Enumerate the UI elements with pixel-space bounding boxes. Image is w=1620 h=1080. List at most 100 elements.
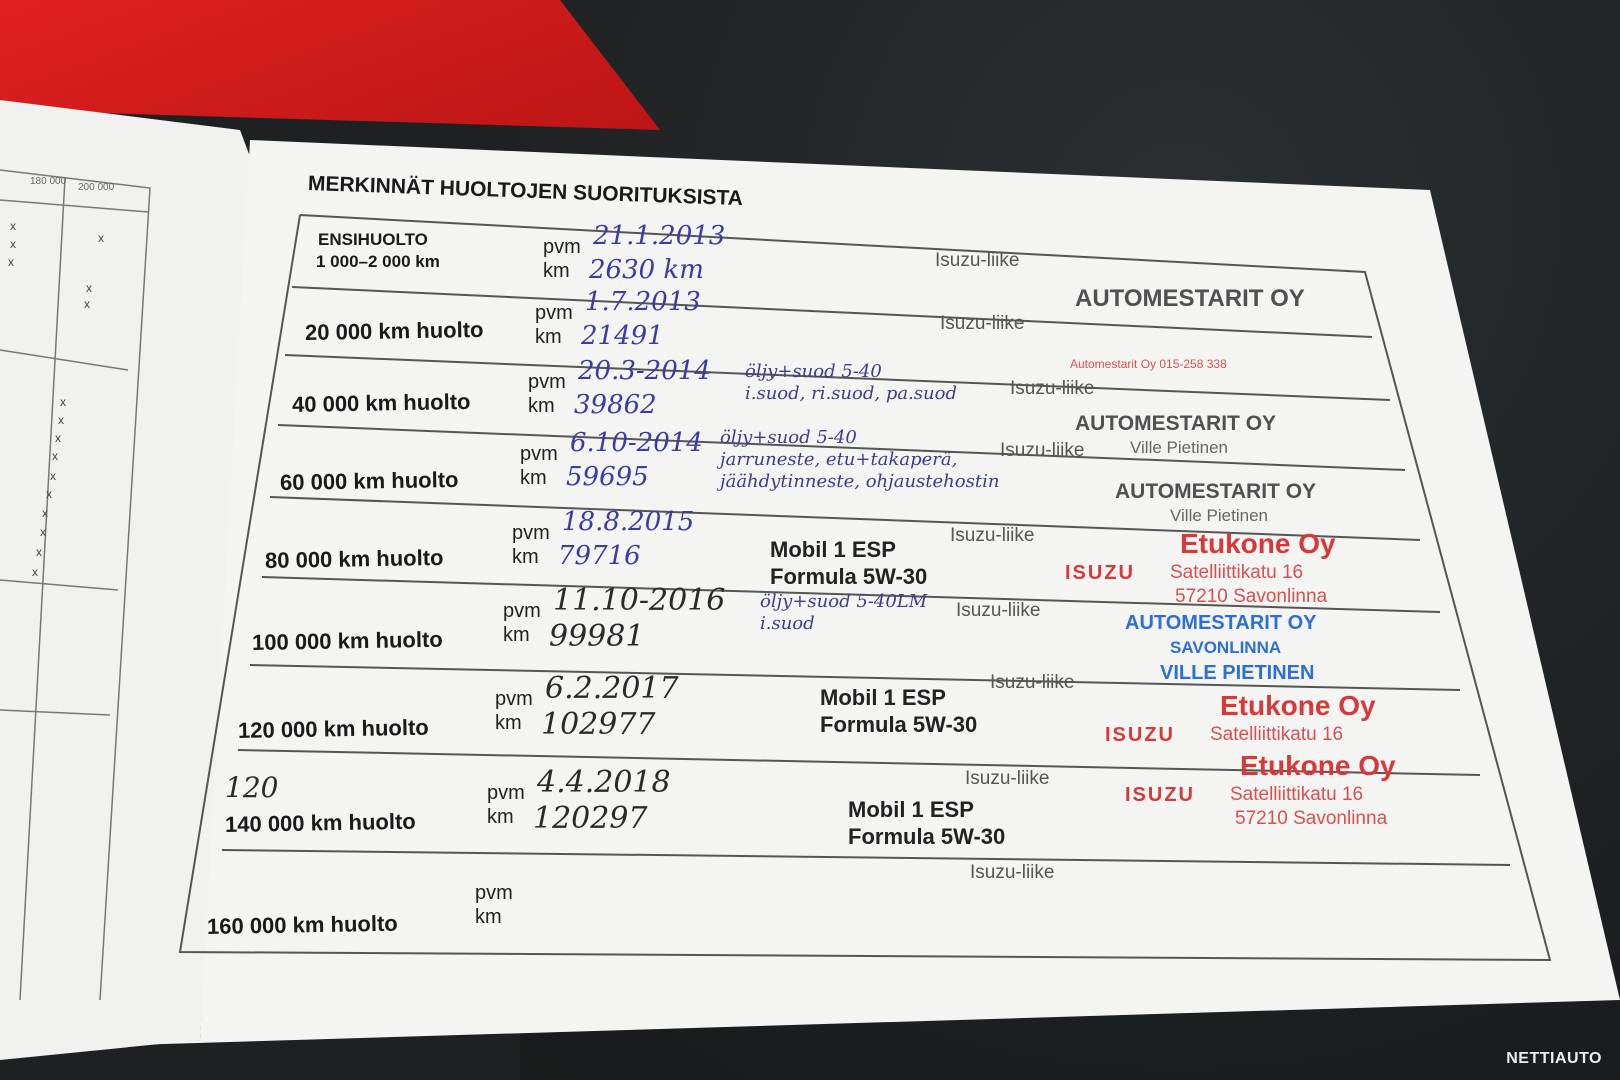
dealer-label: Isuzu-liike: [970, 862, 1055, 883]
dealer-stamp: AUTOMESTARIT OY: [1075, 285, 1305, 312]
row-label: 140 000 km huolto: [224, 808, 416, 837]
service-date: 1.7.2013: [585, 287, 701, 317]
dealer-stamp-address: Satelliittikatu 16: [1230, 784, 1364, 805]
dealer-stamp-city: SAVONLINNA: [1170, 638, 1282, 657]
row-label: 100 000 km huolto: [251, 626, 443, 655]
oil-stamp: Mobil 1 ESP: [820, 685, 946, 710]
pvm-label: pvm: [487, 782, 525, 804]
dealer-stamp-person: Ville Pietinen: [1130, 438, 1228, 457]
dealer-label: Isuzu-liike: [950, 525, 1035, 546]
service-date: 6.10-2014: [570, 428, 703, 458]
km-label: km: [475, 906, 502, 928]
km-label: km: [495, 712, 522, 734]
isuzu-stamp-logo: ISUZU: [1125, 784, 1195, 806]
service-note: öljy+suod 5-40: [720, 427, 857, 448]
oil-stamp: Formula 5W-30: [820, 712, 978, 737]
row-label-range: 1 000–2 000 km: [316, 252, 440, 271]
row-label: 40 000 km huolto: [291, 388, 471, 417]
dealer-label: Isuzu-liike: [965, 768, 1050, 789]
dealer-stamp: AUTOMESTARIT OY: [1125, 612, 1317, 634]
row-label: 60 000 km huolto: [279, 466, 459, 495]
pvm-label: pvm: [512, 522, 550, 544]
check-mark: x: [36, 545, 42, 559]
left-page: [0, 100, 255, 1060]
km-label: km: [503, 624, 530, 646]
dealer-stamp: AUTOMESTARIT OY: [1115, 480, 1317, 503]
service-date: 11.10-2016: [553, 583, 726, 618]
pvm-label: pvm: [520, 443, 558, 465]
check-mark: x: [98, 231, 104, 245]
dealer-label: Isuzu-liike: [956, 600, 1041, 621]
row-label: ENSIHUOLTO: [318, 230, 428, 249]
service-date: 21.1.2013: [593, 221, 726, 251]
service-note: i.suod, ri.suod, pa.suod: [745, 383, 957, 404]
service-km: 79716: [558, 541, 641, 571]
pvm-label: pvm: [495, 688, 533, 710]
service-date: 18.8.2015: [562, 507, 695, 537]
service-note: i.suod: [760, 613, 815, 634]
dealer-stamp-name: Etukone Oy: [1240, 750, 1396, 781]
service-date: 4.4.2018: [537, 765, 671, 800]
km-label: km: [543, 260, 570, 282]
service-note: öljy+suod 5-40LM: [760, 591, 928, 612]
watermark-logo: NETTIAUTO: [1506, 1050, 1602, 1067]
check-mark: x: [32, 565, 38, 579]
dealer-stamp: Automestarit Oy 015-258 338: [1070, 357, 1227, 371]
service-note: jäähdytinneste, ohjaustehostin: [720, 471, 1000, 492]
check-mark: x: [42, 506, 48, 520]
dealer-stamp: AUTOMESTARIT OY: [1075, 412, 1277, 435]
check-mark: x: [46, 487, 52, 501]
pvm-label: pvm: [475, 882, 513, 904]
dealer-stamp-address: Satelliittikatu 16: [1170, 562, 1304, 583]
dealer-label: Isuzu-liike: [940, 313, 1025, 334]
left-page-table: [0, 169, 151, 1001]
dealer-stamp-name: Etukone Oy: [1220, 690, 1376, 721]
right-page: [130, 140, 1620, 1045]
service-date: 20.3-2014: [578, 356, 711, 386]
service-date: 6.2.2017: [545, 671, 679, 706]
check-mark: x: [55, 431, 61, 445]
check-mark: x: [10, 219, 16, 233]
service-km: 99981: [549, 619, 645, 654]
service-km: 120297: [533, 801, 648, 836]
dealer-stamp-address: 57210 Savonlinna: [1235, 808, 1388, 829]
check-mark: x: [40, 525, 46, 539]
dealer-stamp-person: VILLE PIETINEN: [1160, 662, 1315, 684]
row-label: 120 000 km huolto: [237, 714, 429, 743]
oil-stamp: Formula 5W-30: [848, 824, 1006, 849]
service-km: 2630 km: [589, 255, 704, 285]
service-km: 21491: [581, 321, 664, 351]
row-label-correction: 120: [225, 771, 279, 804]
service-km: 39862: [574, 390, 657, 420]
check-mark: x: [86, 281, 92, 295]
oil-stamp: Formula 5W-30: [770, 564, 928, 589]
service-table-grid: [178, 214, 1552, 962]
service-note: jarruneste, etu+takaperä,: [720, 449, 958, 470]
pvm-label: pvm: [543, 236, 581, 258]
left-header-180000: 180 000: [30, 176, 67, 187]
dealer-stamp-name: Etukone Oy: [1180, 528, 1336, 559]
pvm-label: pvm: [503, 600, 541, 622]
service-note: öljy+suod 5-40: [745, 361, 882, 382]
red-folder: [0, 0, 660, 130]
row-label: 80 000 km huolto: [264, 544, 444, 573]
km-label: km: [528, 395, 555, 417]
row-label: 160 000 km huolto: [206, 910, 398, 939]
pvm-label: pvm: [535, 302, 573, 324]
check-mark: x: [50, 469, 56, 483]
oil-stamp: Mobil 1 ESP: [770, 537, 896, 562]
dealer-stamp-address: Satelliittikatu 16: [1210, 724, 1344, 745]
check-mark: x: [60, 395, 66, 409]
dealer-stamp-person: Ville Pietinen: [1170, 506, 1268, 525]
dealer-label: Isuzu-liike: [1000, 440, 1085, 461]
check-mark: x: [8, 255, 14, 269]
check-mark: x: [84, 297, 90, 311]
isuzu-stamp-logo: ISUZU: [1065, 562, 1135, 584]
service-km: 59695: [566, 462, 649, 492]
km-label: km: [487, 806, 514, 828]
row-label: 20 000 km huolto: [304, 316, 484, 345]
service-km: 102977: [541, 707, 656, 742]
pvm-label: pvm: [528, 371, 566, 393]
km-label: km: [520, 467, 547, 489]
check-mark: x: [52, 449, 58, 463]
